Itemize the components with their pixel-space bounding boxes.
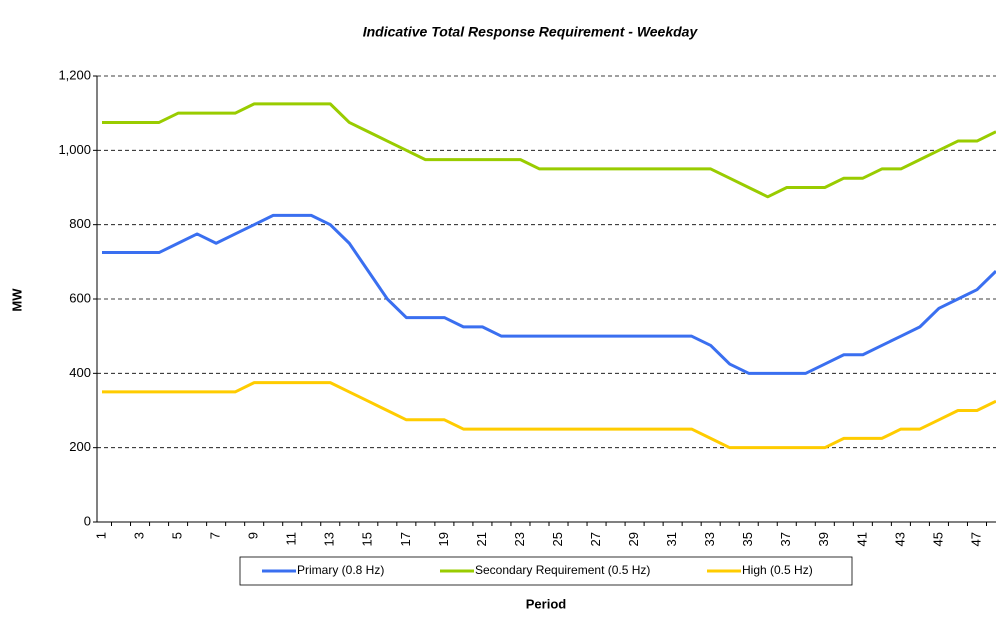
- x-tick-label: 7: [208, 532, 223, 539]
- x-tick-label: 39: [816, 532, 831, 546]
- x-tick-label: 3: [131, 532, 146, 539]
- x-tick-label: 43: [892, 532, 907, 546]
- x-tick-label: 17: [398, 532, 413, 546]
- legend-label: Secondary Requirement (0.5 Hz): [475, 563, 650, 577]
- x-tick-label: 23: [512, 532, 527, 546]
- x-tick-label: 41: [854, 532, 869, 546]
- series-line: [102, 381, 996, 450]
- y-tick-label: 0: [84, 513, 91, 528]
- y-tick-label: 200: [69, 439, 91, 454]
- x-tick-label: 21: [474, 532, 489, 546]
- x-tick-label: 31: [664, 532, 679, 546]
- y-tick-label: 1,000: [58, 142, 91, 157]
- y-axis-label: MW: [9, 288, 24, 312]
- x-tick-label: 13: [322, 532, 337, 546]
- x-tick-label: 29: [626, 532, 641, 546]
- x-tick-label: 1: [93, 532, 108, 539]
- legend: [239, 556, 853, 586]
- series-line: [102, 102, 996, 199]
- legend-label: High (0.5 Hz): [742, 563, 813, 577]
- y-tick-label: 600: [69, 290, 91, 305]
- x-axis-label: Period: [526, 596, 567, 611]
- legend-label: Primary (0.8 Hz): [297, 563, 384, 577]
- y-tick-label: 800: [69, 216, 91, 231]
- x-tick-label: 37: [778, 532, 793, 546]
- x-tick-label: 33: [702, 532, 717, 546]
- y-tick-label: 1,200: [58, 67, 91, 82]
- x-tick-label: 9: [246, 532, 261, 539]
- x-tick-label: 15: [360, 532, 375, 546]
- chart-title: Indicative Total Response Requirement - …: [363, 24, 699, 40]
- x-tick-label: 11: [284, 532, 299, 546]
- x-tick-label: 45: [930, 532, 945, 546]
- series-line: [102, 213, 996, 375]
- x-tick-label: 47: [968, 532, 983, 546]
- x-tick-label: 27: [588, 532, 603, 546]
- x-tick-label: 19: [436, 532, 451, 546]
- x-tick-label: 5: [170, 532, 185, 539]
- y-tick-label: 400: [69, 365, 91, 380]
- x-tick-label: 25: [550, 532, 565, 546]
- x-tick-label: 35: [740, 532, 755, 546]
